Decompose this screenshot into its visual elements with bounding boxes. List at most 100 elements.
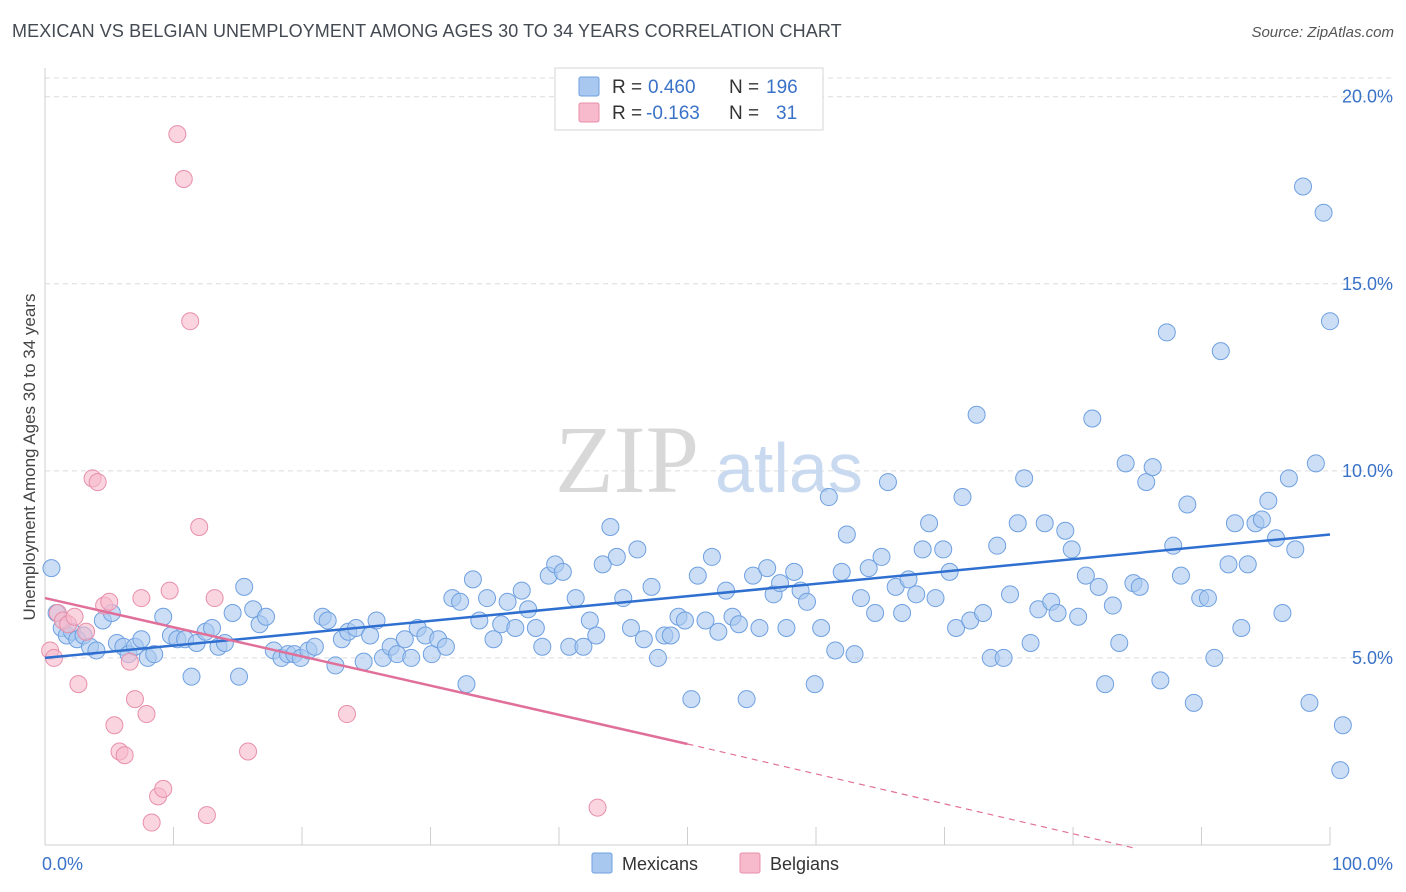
belgians-point <box>132 589 151 608</box>
mexicans-point <box>866 604 885 623</box>
mexicans-point <box>737 690 756 709</box>
mexicans-point <box>526 618 545 637</box>
mexicans-point <box>1321 312 1339 331</box>
x-tick-label: 0.0% <box>42 854 83 874</box>
mexicans-point <box>988 536 1007 555</box>
mexicans-point <box>832 562 851 581</box>
belgians-trend-extension <box>687 743 1138 850</box>
mexicans-point <box>1259 491 1278 510</box>
mexicans-point <box>1198 589 1217 608</box>
belgians-point <box>160 581 179 600</box>
mexicans-point <box>1157 323 1176 342</box>
y-tick-labels: 5.0% 10.0% 15.0% 20.0% <box>1342 87 1393 668</box>
mexicans-point <box>436 637 455 656</box>
belgians-trend-line <box>44 596 688 746</box>
mexicans-point <box>566 589 585 608</box>
mexicans-point <box>947 618 966 637</box>
x-tick-label: 100.0% <box>1332 854 1393 874</box>
mexicans-point <box>1314 203 1333 222</box>
mexicans-point <box>812 618 831 637</box>
mexicans-point <box>1294 177 1313 196</box>
mexicans-point <box>893 604 912 623</box>
mexicans-point <box>1062 540 1081 559</box>
mexicans-point <box>750 618 769 637</box>
mexicans-point <box>859 559 878 578</box>
y-axis-title: Unemployment Among Ages 30 to 34 years <box>20 293 39 621</box>
mexicans-point <box>1001 585 1020 604</box>
mexicans-point <box>1103 596 1122 615</box>
belgians-point <box>239 742 258 761</box>
mexicans-point <box>1171 566 1190 585</box>
mexicans-point <box>132 630 151 649</box>
axes <box>44 68 1331 846</box>
belgians-point <box>69 675 88 694</box>
legend-bottom: Mexicans Belgians <box>591 852 839 874</box>
mexicans-point <box>688 566 707 585</box>
grid-lines <box>45 77 1392 659</box>
legend-swatch-mexicans <box>578 76 600 97</box>
mexicans-point <box>463 570 482 589</box>
belgians-point <box>137 705 156 724</box>
mexicans-point <box>533 637 552 656</box>
mexicans-point <box>798 592 817 611</box>
belgians-point <box>174 170 193 189</box>
belgians-point <box>100 592 119 611</box>
y-tick-label: 15.0% <box>1342 274 1393 294</box>
legend-r-label-1: R = <box>612 77 642 98</box>
mexicans-point <box>230 667 249 686</box>
mexicans-point <box>1238 555 1257 574</box>
mexicans-point <box>1225 514 1244 533</box>
mexicans-point <box>661 626 680 645</box>
mexicans-point <box>974 604 993 623</box>
chart-source: Source: ZipAtlas.com <box>1251 24 1394 41</box>
mexicans-point <box>1048 604 1067 623</box>
mexicans-point <box>1333 716 1352 735</box>
mexicans-point <box>257 607 276 626</box>
watermark-atlas: atlas <box>715 429 863 507</box>
legend-bottom-swatch-belgians <box>739 852 761 874</box>
mexicans-point <box>845 645 864 664</box>
mexicans-point <box>851 589 870 608</box>
mexicans-trend-line <box>44 533 1331 660</box>
watermark-zip: ZIP <box>555 406 699 513</box>
mexicans-point <box>967 405 986 424</box>
mexicans-point <box>837 525 856 544</box>
legend-bottom-mexicans: Mexicans <box>622 854 698 874</box>
mexicans-point <box>553 562 572 581</box>
mexicans-point <box>1306 454 1325 473</box>
mexicans-point <box>1089 577 1108 596</box>
belgians-point <box>154 779 173 798</box>
belgians-points <box>41 125 607 832</box>
mexicans-point <box>1015 469 1034 488</box>
belgians-point <box>125 690 144 709</box>
mexicans-point <box>395 630 414 649</box>
legend-r-label-2: R = <box>612 103 642 124</box>
mexicans-point <box>696 611 715 630</box>
belgians-point <box>88 473 107 492</box>
belgians-point <box>105 716 124 735</box>
mexicans-point <box>1116 454 1135 473</box>
mexicans-point <box>926 589 945 608</box>
belgians-point <box>115 746 134 765</box>
mexicans-point <box>87 641 106 660</box>
mexicans-point <box>1219 555 1238 574</box>
legend-swatch-belgians <box>578 102 600 123</box>
mexicans-point <box>920 514 939 533</box>
mexicans-point <box>634 630 653 649</box>
mexicans-point <box>819 488 838 507</box>
legend-top: R = 0.460 N = 196 R = -0.163 N = 31 <box>554 67 824 131</box>
belgians-point <box>197 806 216 825</box>
mexicans-point <box>907 585 926 604</box>
mexicans-point <box>1008 514 1027 533</box>
mexicans-point <box>354 652 373 671</box>
mexicans-point <box>1096 675 1115 694</box>
mexicans-point <box>1130 577 1149 596</box>
mexicans-point <box>1331 761 1350 780</box>
mexicans-point <box>580 611 599 630</box>
belgians-point <box>142 813 161 832</box>
mexicans-point <box>642 577 661 596</box>
mexicans-point <box>223 604 242 623</box>
mexicans-point <box>934 540 953 559</box>
belgians-point <box>337 705 356 724</box>
belgians-point <box>205 589 224 608</box>
